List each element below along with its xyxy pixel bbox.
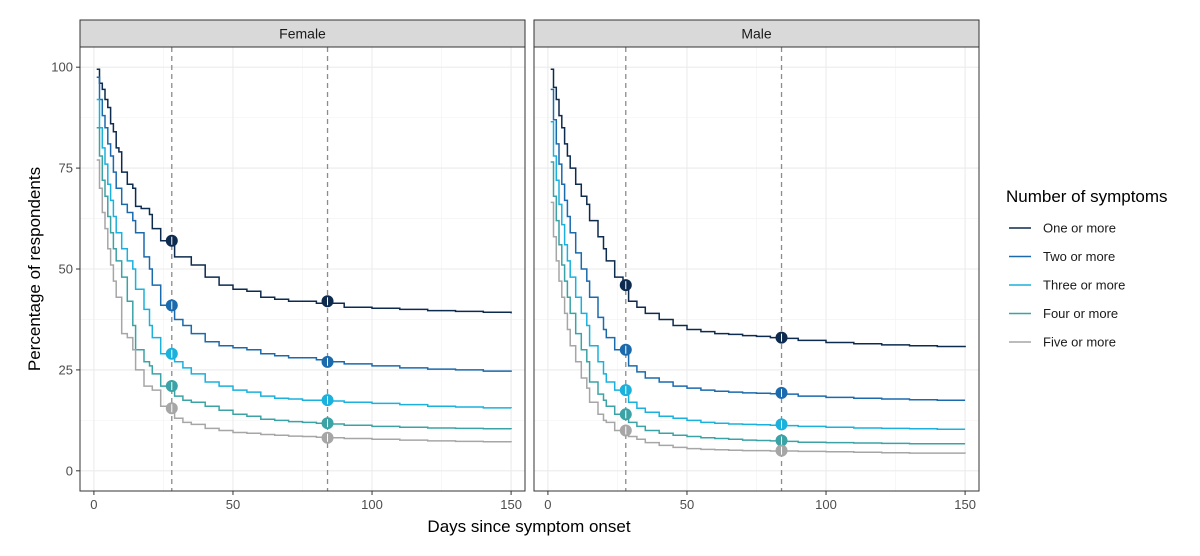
legend-label-2: Two or more (1043, 249, 1115, 264)
male-strip-label: Male (741, 26, 772, 42)
female-strip (79, 19, 526, 48)
male-series-line-3 (550, 120, 966, 430)
male-markers (619, 279, 788, 457)
y-tick-label: 75 (59, 161, 73, 176)
female-series-line-2 (96, 76, 512, 372)
y-tick-label: 50 (59, 262, 73, 277)
legend-label-4: Four or more (1043, 306, 1118, 321)
female-x-axis: 0 50 100 150 (90, 491, 522, 512)
y-tick-label: 0 (66, 463, 73, 478)
female-x-tick-label: 100 (361, 497, 383, 512)
y-axis-title: Percentage of respondents (25, 167, 44, 371)
female-x-tick-label: 150 (500, 497, 522, 512)
male-x-tick-label: 100 (815, 497, 837, 512)
male-series-line-1 (550, 68, 966, 348)
male-x-tick-label: 150 (954, 497, 976, 512)
female-strip-label: Female (279, 26, 326, 42)
female-markers (165, 234, 334, 444)
male-strip (533, 19, 980, 48)
male-series-line-2 (550, 88, 966, 401)
female-series-lines (96, 68, 512, 443)
female-series-line-5 (96, 159, 512, 443)
female-gridlines (80, 47, 525, 491)
female-x-tick-label: 50 (226, 497, 240, 512)
female-series-line-3 (96, 98, 512, 409)
male-x-tick-label: 0 (544, 497, 551, 512)
legend-label-3: Three or more (1043, 278, 1125, 293)
male-gridlines (534, 47, 979, 491)
male-x-axis: 0 50 100 150 (544, 491, 976, 512)
y-tick-label: 100 (51, 60, 73, 75)
legend-label-5: Five or more (1043, 335, 1116, 350)
female-x-tick-label: 0 (90, 497, 97, 512)
x-axis-title: Days since symptom onset (427, 517, 630, 536)
male-series-line-5 (550, 201, 966, 454)
male-panel-border (533, 46, 980, 492)
female-reference-lines (171, 47, 329, 491)
y-tick-label: 25 (59, 362, 73, 377)
y-axis: 0 25 50 75 100 (51, 60, 80, 478)
legend-title: Number of symptoms (1006, 187, 1168, 206)
legend-label-1: One or more (1043, 221, 1116, 236)
female-panel: Female 0 50 100 150 0 25 50 75 100 (51, 19, 526, 512)
male-panel: Male 0 50 100 150 (533, 19, 980, 512)
legend: Number of symptoms One or more Two or mor… (1006, 187, 1168, 350)
male-x-tick-label: 50 (680, 497, 694, 512)
female-series-line-4 (96, 126, 512, 430)
